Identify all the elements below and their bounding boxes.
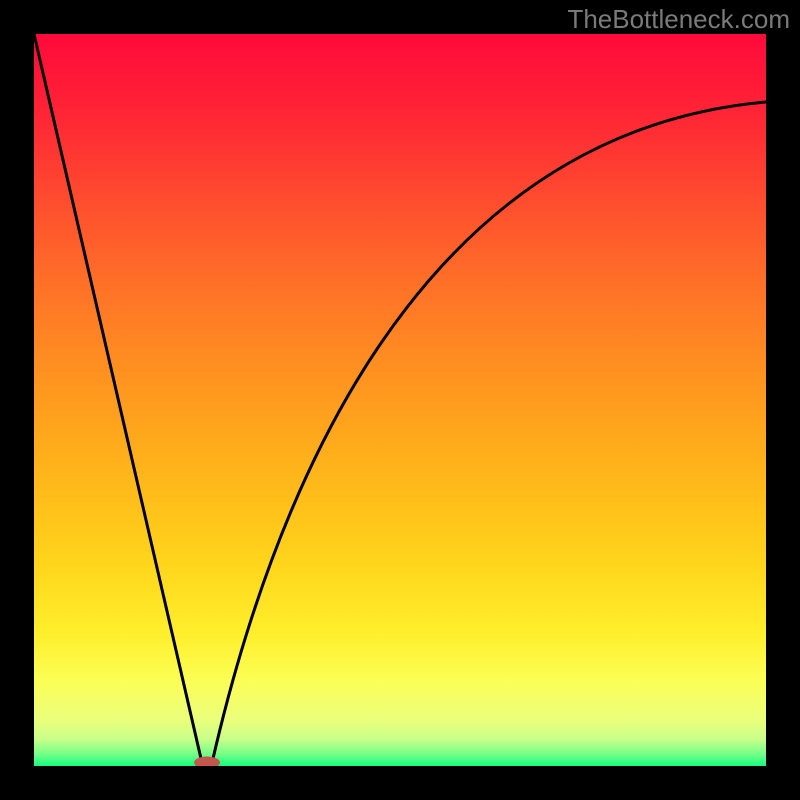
bottleneck-curve (34, 34, 766, 766)
chart-container: TheBottleneck.com (0, 0, 800, 800)
watermark-text: TheBottleneck.com (567, 4, 790, 35)
plot-area (34, 34, 766, 766)
